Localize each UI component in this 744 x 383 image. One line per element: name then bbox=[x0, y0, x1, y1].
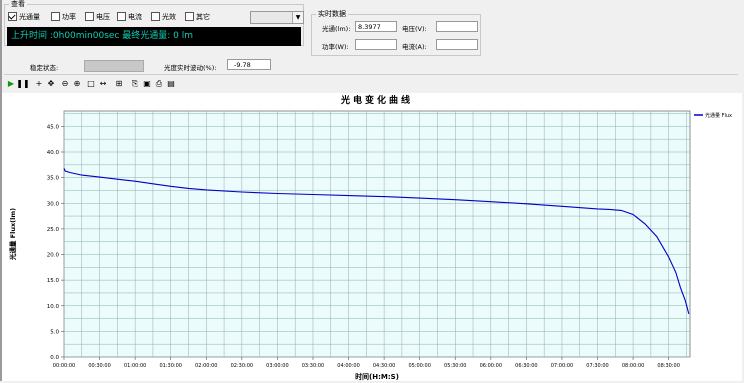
play-icon[interactable]: ▶ bbox=[7, 79, 15, 88]
x-tick-label: 07:00:00 bbox=[551, 363, 573, 369]
y-tick-label: 20.0 bbox=[47, 253, 60, 259]
y-tick-label: 45.0 bbox=[47, 124, 60, 130]
checkbox-flux-box[interactable] bbox=[8, 11, 17, 21]
y-tick-label: 30.0 bbox=[47, 201, 60, 207]
x-tick-label: 01:00:00 bbox=[124, 363, 146, 369]
x-tick-label: 02:00:00 bbox=[195, 363, 217, 369]
legend-label: 光通量 Flux bbox=[705, 112, 732, 119]
x-tick-label: 01:30:00 bbox=[159, 363, 181, 369]
checkbox-current[interactable]: 电流 bbox=[117, 11, 142, 22]
rise-time-display: 上升时间 :0h00min00sec 最终光通量: 0 lm bbox=[7, 27, 301, 46]
realtime-data-group: 实时数据 光通(lm): 8.3977 电压(V): 功率(W): 电流(A): bbox=[311, 9, 481, 56]
x-tick-label: 05:00:00 bbox=[408, 363, 430, 369]
select-icon[interactable]: □ bbox=[87, 79, 95, 88]
view-group: 查看 光通量 功率 电压 电流 光效 其它 ▼ 上升时间 :0h00min00s… bbox=[4, 0, 304, 46]
current-field[interactable] bbox=[436, 39, 478, 50]
pause-icon[interactable]: ❚❚ bbox=[16, 79, 30, 88]
checkbox-other[interactable]: 其它 bbox=[185, 11, 210, 22]
x-tick-label: 03:00:00 bbox=[266, 363, 288, 369]
print-preview-icon[interactable]: ▤ bbox=[167, 79, 175, 88]
x-tick-label: 04:30:00 bbox=[373, 363, 395, 369]
x-tick-label: 06:00:00 bbox=[480, 363, 502, 369]
window-left-border bbox=[0, 0, 2, 381]
x-tick-label: 07:30:00 bbox=[586, 363, 608, 369]
stability-indicator bbox=[84, 60, 144, 72]
y-tick-label: 35.0 bbox=[47, 176, 60, 182]
checkbox-power[interactable]: 功率 bbox=[51, 11, 76, 22]
flux-series-line bbox=[63, 168, 690, 315]
save-icon[interactable]: ▣ bbox=[143, 79, 151, 88]
fit-icon[interactable]: ↔ bbox=[99, 79, 107, 88]
voltage-label: 电压(V): bbox=[402, 25, 427, 33]
copy-icon[interactable]: ⎘ bbox=[131, 79, 139, 88]
print-icon[interactable]: ⎙ bbox=[155, 79, 163, 88]
y-tick-label: 25.0 bbox=[47, 227, 60, 233]
checkbox-voltage[interactable]: 电压 bbox=[85, 11, 110, 22]
plot-area bbox=[63, 110, 691, 358]
x-tick-label: 06:30:00 bbox=[515, 363, 537, 369]
y-tick-label: 40.0 bbox=[47, 150, 60, 156]
chevron-down-icon[interactable]: ▼ bbox=[292, 12, 303, 23]
y-tick-label: 15.0 bbox=[47, 278, 60, 284]
checkbox-other-box[interactable] bbox=[185, 11, 194, 21]
fluctuation-field[interactable]: -9.78 bbox=[227, 59, 271, 70]
y-tick-label: 5.0 bbox=[50, 329, 59, 335]
chart-title: 光电变化曲线 bbox=[340, 94, 413, 106]
x-tick-label: 04:00:00 bbox=[337, 363, 359, 369]
checkbox-current-box[interactable] bbox=[117, 11, 126, 21]
realtime-group-title: 实时数据 bbox=[316, 9, 348, 19]
separator bbox=[4, 74, 738, 75]
checkbox-flux[interactable]: 光通量 bbox=[8, 11, 40, 22]
power-field[interactable] bbox=[355, 39, 397, 50]
fluctuation-label: 光度实时波动(%): bbox=[164, 64, 217, 72]
x-tick-label: 05:30:00 bbox=[444, 363, 466, 369]
other-select[interactable]: ▼ bbox=[250, 11, 304, 24]
properties-icon[interactable]: ⊞ bbox=[115, 79, 123, 88]
y-tick-label: 0.0 bbox=[50, 355, 59, 361]
x-tick-label: 03:30:00 bbox=[302, 363, 324, 369]
y-axis-label: 光通量 Flux(lm) bbox=[8, 208, 17, 261]
x-axis-label: 时间(H:M:S) bbox=[355, 372, 399, 381]
voltage-field[interactable] bbox=[436, 21, 478, 32]
chart-panel: 0.0 5.0 10.0 15.0 20.0 25.0 30.0 35.0 40.0 45.0 0… bbox=[2, 93, 742, 381]
flux-chart: 0.0 5.0 10.0 15.0 20.0 25.0 30.0 35.0 40.0 45.0 0… bbox=[8, 94, 732, 381]
x-tick-label: 08:30:00 bbox=[657, 363, 679, 369]
checkbox-voltage-box[interactable] bbox=[85, 11, 94, 21]
current-label: 电流(A): bbox=[402, 43, 427, 51]
zoom-in-icon[interactable]: ⊕ bbox=[73, 79, 81, 88]
power-label: 功率(W): bbox=[322, 43, 349, 51]
x-tick-label: 00:00:00 bbox=[53, 363, 75, 369]
checkbox-efficacy[interactable]: 光效 bbox=[151, 11, 176, 22]
x-tick-label: 02:30:00 bbox=[231, 363, 253, 369]
flux-field[interactable]: 8.3977 bbox=[355, 21, 397, 32]
stability-label: 稳定状态: bbox=[30, 64, 59, 72]
y-tick-label: 10.0 bbox=[47, 304, 60, 310]
zoom-out-icon[interactable]: ⊖ bbox=[61, 79, 69, 88]
checkbox-power-box[interactable] bbox=[51, 11, 60, 21]
checkbox-efficacy-box[interactable] bbox=[151, 11, 160, 21]
view-group-title: 查看 bbox=[9, 0, 27, 9]
crosshair-icon[interactable]: + bbox=[35, 79, 43, 88]
flux-label: 光通(lm): bbox=[322, 25, 351, 33]
pan-icon[interactable]: ✥ bbox=[47, 79, 55, 88]
x-tick-label: 00:30:00 bbox=[88, 363, 110, 369]
x-tick-label: 08:00:00 bbox=[622, 363, 644, 369]
